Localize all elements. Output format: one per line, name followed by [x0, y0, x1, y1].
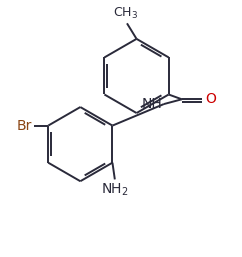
Text: O: O	[206, 92, 217, 106]
Text: CH$_3$: CH$_3$	[113, 6, 138, 21]
Text: NH$_2$: NH$_2$	[101, 181, 129, 198]
Text: NH: NH	[142, 97, 163, 111]
Text: Br: Br	[17, 118, 32, 133]
